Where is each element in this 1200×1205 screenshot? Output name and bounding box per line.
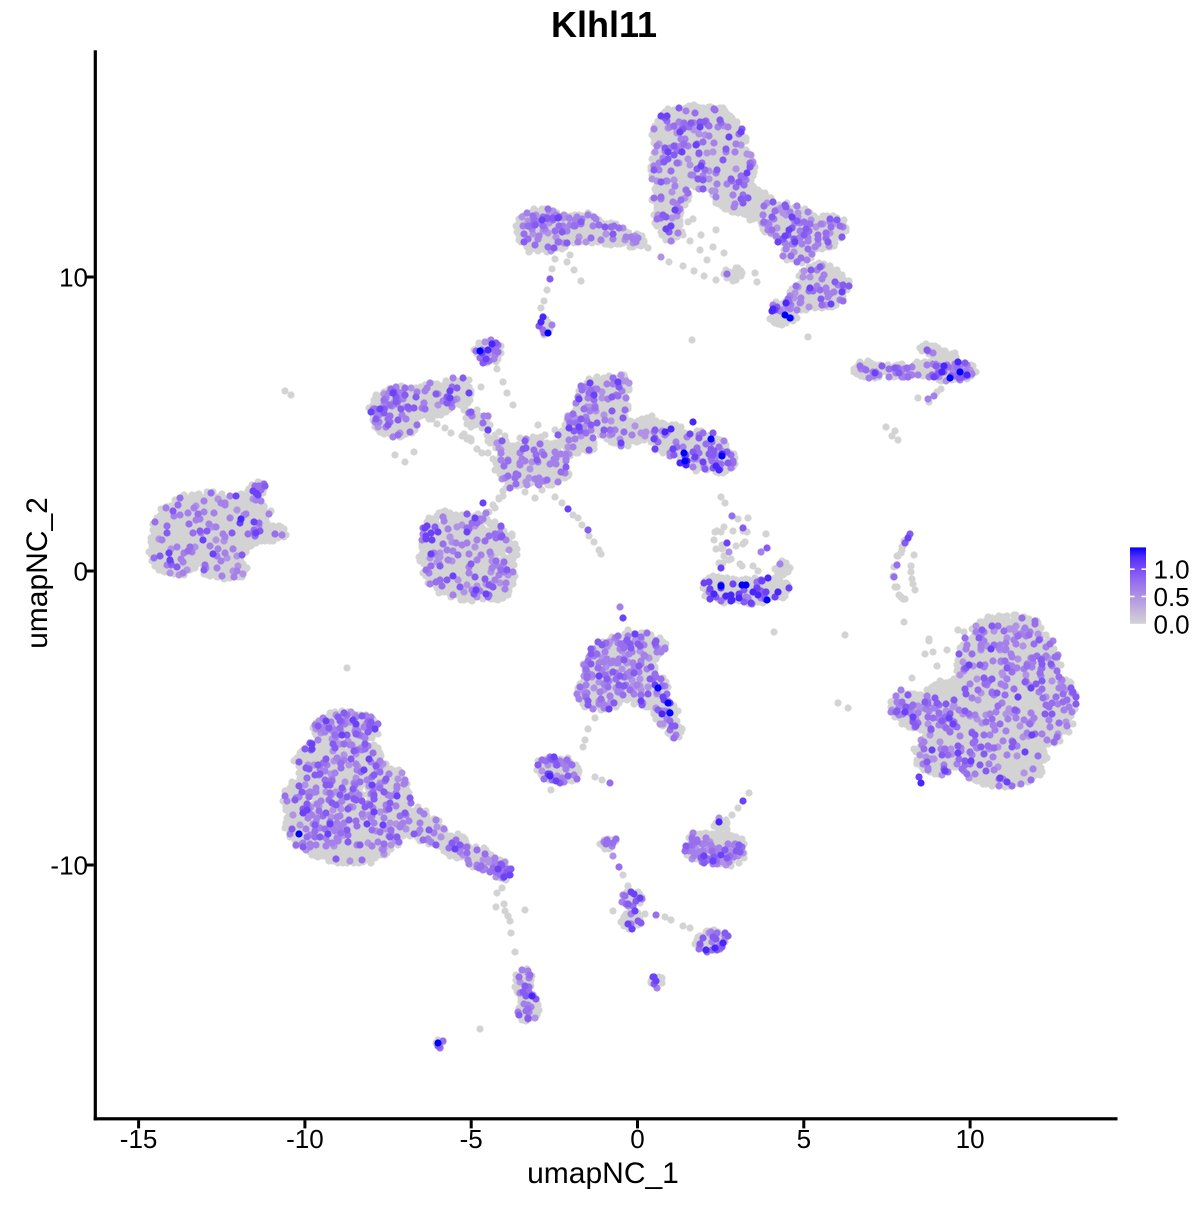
svg-text:10: 10 bbox=[59, 263, 88, 293]
svg-text:Klhl11: Klhl11 bbox=[551, 4, 657, 45]
svg-text:0: 0 bbox=[630, 1124, 644, 1154]
svg-text:-10: -10 bbox=[286, 1124, 324, 1154]
svg-text:5: 5 bbox=[797, 1124, 811, 1154]
svg-text:1.0: 1.0 bbox=[1154, 555, 1190, 585]
svg-text:-5: -5 bbox=[460, 1124, 483, 1154]
svg-text:umapNC_1: umapNC_1 bbox=[527, 1157, 679, 1190]
svg-text:0: 0 bbox=[74, 557, 88, 587]
svg-text:-10: -10 bbox=[50, 851, 88, 881]
svg-text:0.0: 0.0 bbox=[1154, 609, 1190, 639]
svg-text:10: 10 bbox=[956, 1124, 985, 1154]
svg-text:0.5: 0.5 bbox=[1154, 582, 1190, 612]
svg-text:-15: -15 bbox=[120, 1124, 158, 1154]
svg-text:umapNC_2: umapNC_2 bbox=[21, 497, 54, 649]
